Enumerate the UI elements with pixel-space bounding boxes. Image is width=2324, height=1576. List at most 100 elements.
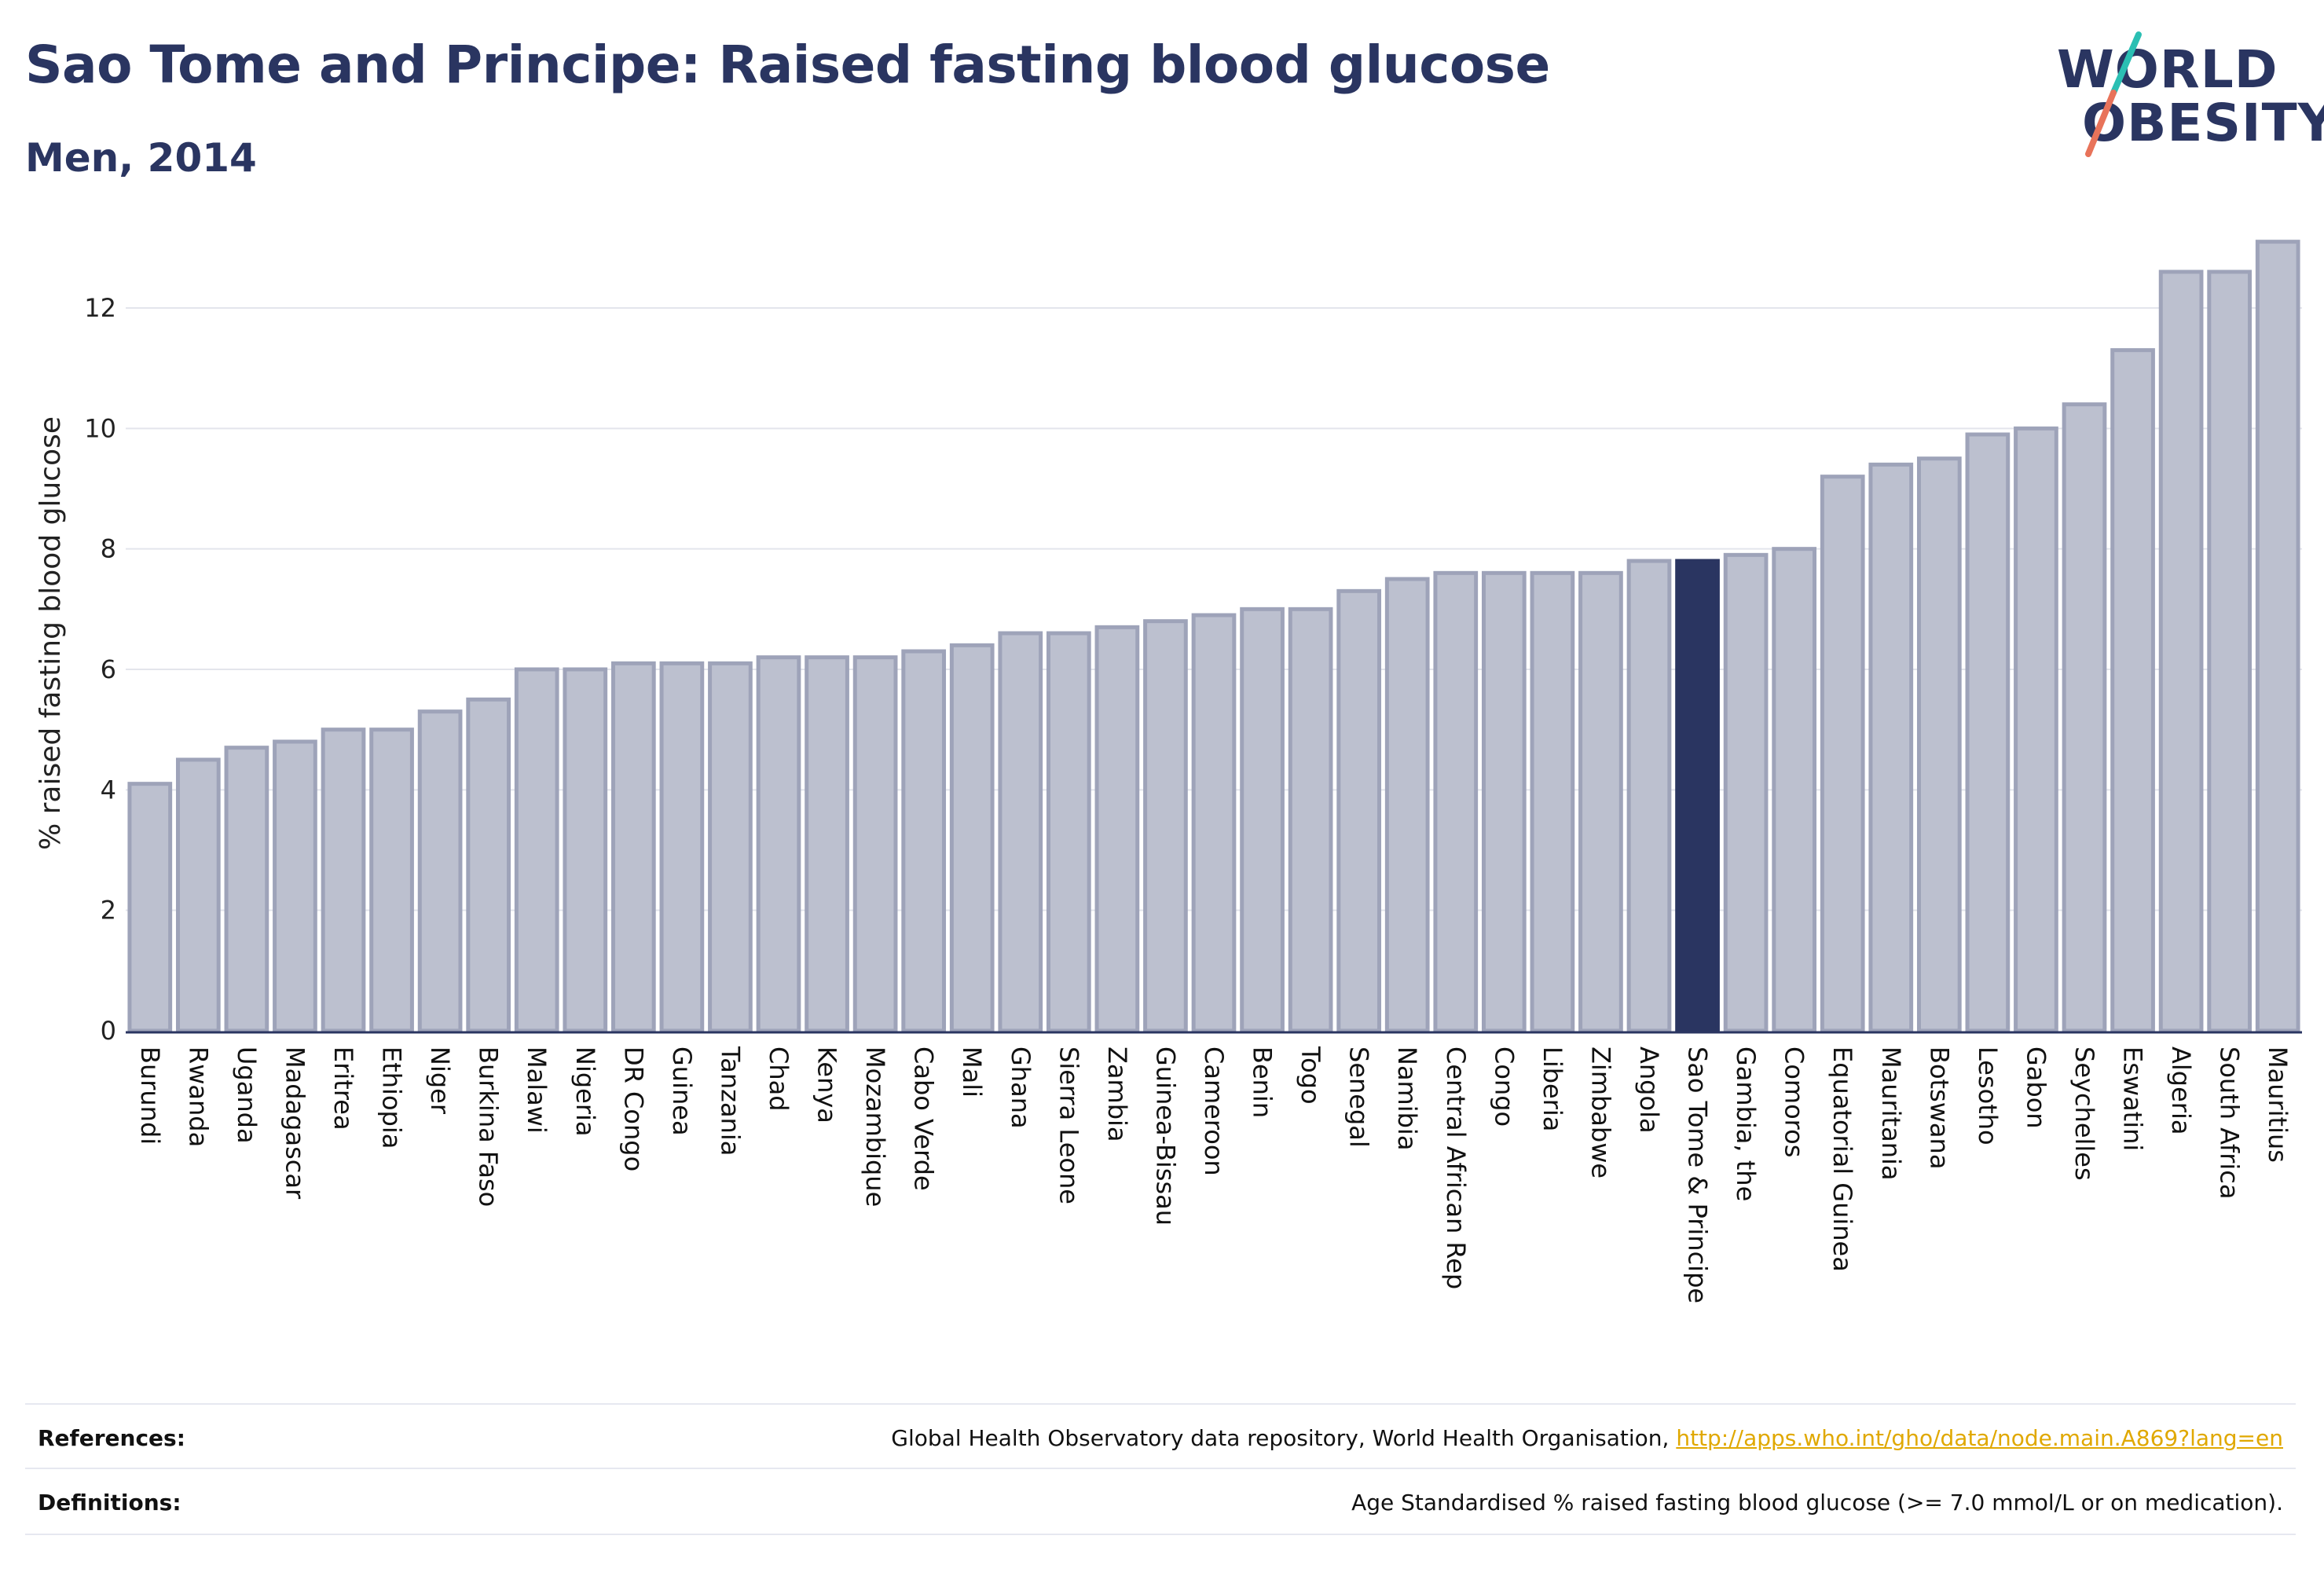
bar [1191, 613, 1237, 1033]
bar [1723, 552, 1769, 1033]
y-axis-ticks: 0 2 4 6 8 10 12 [84, 293, 116, 1046]
x-tick-label: Guinea-Bissau [1150, 1046, 1180, 1226]
x-tick-label: Mauritius [2263, 1046, 2293, 1163]
references-label: References: [38, 1425, 185, 1451]
x-tick-label: DR Congo [618, 1046, 648, 1171]
bar-highlight [1675, 559, 1720, 1033]
x-tick-label: Cabo Verde [909, 1046, 939, 1191]
bar [805, 655, 849, 1033]
y-tick-label: 8 [101, 534, 116, 564]
x-tick-label: Mozambique [860, 1046, 890, 1207]
x-tick-label: Liberia [1538, 1046, 1567, 1131]
bar [949, 643, 995, 1033]
bar [224, 746, 269, 1033]
bar [2158, 269, 2204, 1033]
bar [175, 757, 221, 1033]
bar [1820, 475, 1865, 1033]
bar [273, 739, 317, 1033]
y-tick-label: 12 [84, 293, 116, 323]
bar [659, 661, 705, 1033]
footer-divider [25, 1534, 2296, 1535]
x-tick-label: Togo [1296, 1046, 1325, 1105]
bar [417, 709, 463, 1033]
x-tick-label: Burkina Faso [474, 1046, 504, 1207]
x-tick-label: Congo [1489, 1046, 1519, 1127]
bar [610, 661, 656, 1033]
x-axis-labels: Burundi Rwanda Uganda Madagascar Eritrea Ethi… [135, 1046, 2293, 1303]
bar [369, 728, 414, 1033]
world-obesity-logo[interactable]: WORLD OBESITY [2051, 28, 2324, 162]
definitions-value: Age Standardised % raised fasting blood … [1351, 1490, 2283, 1516]
bar [1094, 625, 1140, 1033]
x-tick-label: Senegal [1344, 1046, 1374, 1148]
x-tick-label: Kenya [812, 1046, 842, 1123]
bar [1772, 547, 1817, 1033]
x-tick-label: Equatorial Guinea [1827, 1046, 1857, 1272]
bar [901, 649, 947, 1033]
x-tick-label: Chad [764, 1046, 794, 1112]
logo-slash-icon [2085, 31, 2142, 157]
bar [2255, 240, 2300, 1033]
y-tick-label: 6 [101, 654, 116, 684]
x-tick-label: Seychelles [2069, 1046, 2099, 1181]
logo-line-2: OBESITY [2082, 93, 2324, 153]
x-tick-label: Sao Tome & Principe [1683, 1046, 1713, 1303]
bar [1384, 577, 1430, 1033]
x-tick-label: Sierra Leone [1054, 1046, 1083, 1204]
x-tick-label: Rwanda [183, 1046, 213, 1147]
bar [998, 631, 1043, 1033]
x-tick-label: Zambia [1102, 1046, 1132, 1142]
page-title: Sao Tome and Principe: Raised fasting bl… [25, 35, 1550, 95]
page-subtitle: Men, 2014 [25, 135, 257, 181]
x-tick-label: Madagascar [280, 1046, 310, 1200]
chart-bars [127, 240, 2300, 1033]
bar [563, 667, 608, 1033]
bar [1288, 607, 1333, 1033]
bar [2014, 426, 2058, 1033]
bar [1578, 570, 1623, 1033]
bar [1336, 588, 1382, 1033]
bar [1046, 631, 1091, 1033]
logo-line-1: WORLD [2057, 39, 2278, 100]
y-tick-label: 2 [101, 896, 116, 925]
bar [708, 661, 753, 1033]
definitions-row: Definitions: Age Standardised % raised f… [25, 1468, 2296, 1532]
bar [1626, 559, 1672, 1033]
bar [466, 697, 511, 1033]
x-tick-label: Tanzania [715, 1046, 745, 1156]
bar [1965, 432, 2011, 1033]
x-tick-label: Nigeria [570, 1046, 600, 1136]
y-tick-label: 4 [101, 775, 116, 804]
bar [1868, 462, 1914, 1033]
y-tick-label: 10 [84, 413, 116, 443]
x-tick-label: Guinea [667, 1046, 697, 1136]
references-value: Global Health Observatory data repositor… [891, 1425, 2283, 1451]
bar [1530, 570, 1575, 1033]
x-tick-label: Eswatini [2118, 1046, 2148, 1151]
x-tick-label: Gambia, the [1731, 1046, 1761, 1201]
x-tick-label: Lesotho [1973, 1046, 2003, 1145]
bar [1433, 570, 1479, 1033]
x-tick-label: Central African Rep [1441, 1046, 1471, 1289]
x-tick-label: Comoros [1780, 1046, 1809, 1157]
bar-chart: 0 2 4 6 8 10 12 Burundi Rwanda Uganda Madagascar E… [35, 240, 2302, 1303]
bar [2062, 402, 2107, 1033]
y-axis-label: % raised fasting blood glucose [35, 416, 67, 850]
references-row: References: Global Health Observatory da… [25, 1403, 2296, 1468]
x-tick-label: Burundi [135, 1046, 165, 1145]
x-tick-label: Namibia [1392, 1046, 1422, 1150]
x-tick-label: Benin [1248, 1046, 1277, 1118]
x-tick-label: Malawi [522, 1046, 552, 1134]
x-tick-label: Angola [1634, 1046, 1664, 1134]
x-tick-label: Gabon [2021, 1046, 2051, 1129]
references-link[interactable]: http://apps.who.int/gho/data/node.main.A… [1676, 1425, 2283, 1451]
bar [1240, 607, 1285, 1033]
bar [321, 728, 366, 1033]
bar [852, 655, 898, 1033]
bar [514, 667, 559, 1033]
x-tick-label: Uganda [232, 1046, 262, 1144]
bar [1916, 456, 1962, 1033]
x-tick-label: Ghana [1006, 1046, 1036, 1129]
x-tick-label: Mali [957, 1046, 987, 1098]
definitions-label: Definitions: [38, 1490, 181, 1516]
